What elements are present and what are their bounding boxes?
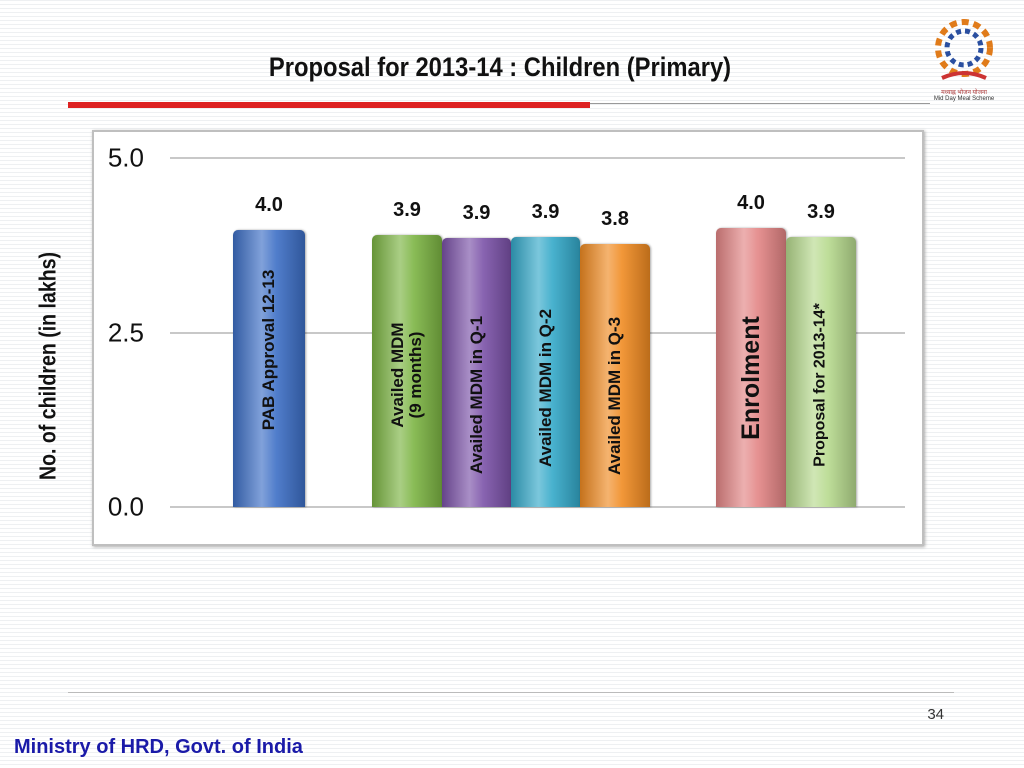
title-rule (68, 102, 590, 108)
footer-rule (68, 692, 954, 693)
category-label: Enrolment (736, 316, 765, 440)
bar (580, 243, 650, 508)
grid-line (170, 506, 905, 508)
bar (716, 227, 786, 508)
value-label: 4.0 (255, 193, 283, 216)
bar (372, 234, 442, 508)
title-rule-thin (590, 103, 930, 104)
value-label: 3.9 (462, 201, 491, 224)
bar (786, 236, 856, 508)
y-axis-label: No. of children (in lakhs) (34, 251, 61, 481)
value-label: 4.0 (737, 191, 765, 214)
footer-text: Ministry of HRD, Govt. of India (14, 736, 303, 758)
grid-line (170, 157, 905, 159)
logo (935, 19, 993, 80)
y-tick-label: 2.5 (107, 317, 144, 347)
chart-title: Proposal for 2013-14 : Children (Primary… (268, 52, 732, 82)
y-tick-label: 0.0 (107, 491, 144, 522)
y-tick-label: 5.0 (107, 142, 144, 173)
page-number: 34 (927, 706, 944, 723)
bar (442, 237, 511, 508)
category-label: Proposal for 2013-14* (811, 303, 829, 467)
value-label: 3.9 (531, 200, 560, 223)
bar (233, 229, 305, 508)
category-label: Availed MDM in Q-2 (535, 308, 555, 468)
logo-text-hindi: मध्याह्न भोजन योजना (941, 90, 987, 96)
value-label: 3.8 (601, 207, 629, 230)
logo-text: Mid Day Meal Scheme (933, 96, 995, 102)
value-label: 3.9 (393, 198, 421, 221)
category-label: Availed MDM in Q-3 (605, 316, 625, 476)
category-label: Availed MDM in Q-1 (466, 315, 486, 475)
category-label: PAB Approval 12-13 (259, 269, 279, 431)
category-label: Availed MDM (9 months) (388, 322, 425, 428)
value-label: 3.9 (807, 200, 835, 223)
bar (511, 236, 580, 508)
